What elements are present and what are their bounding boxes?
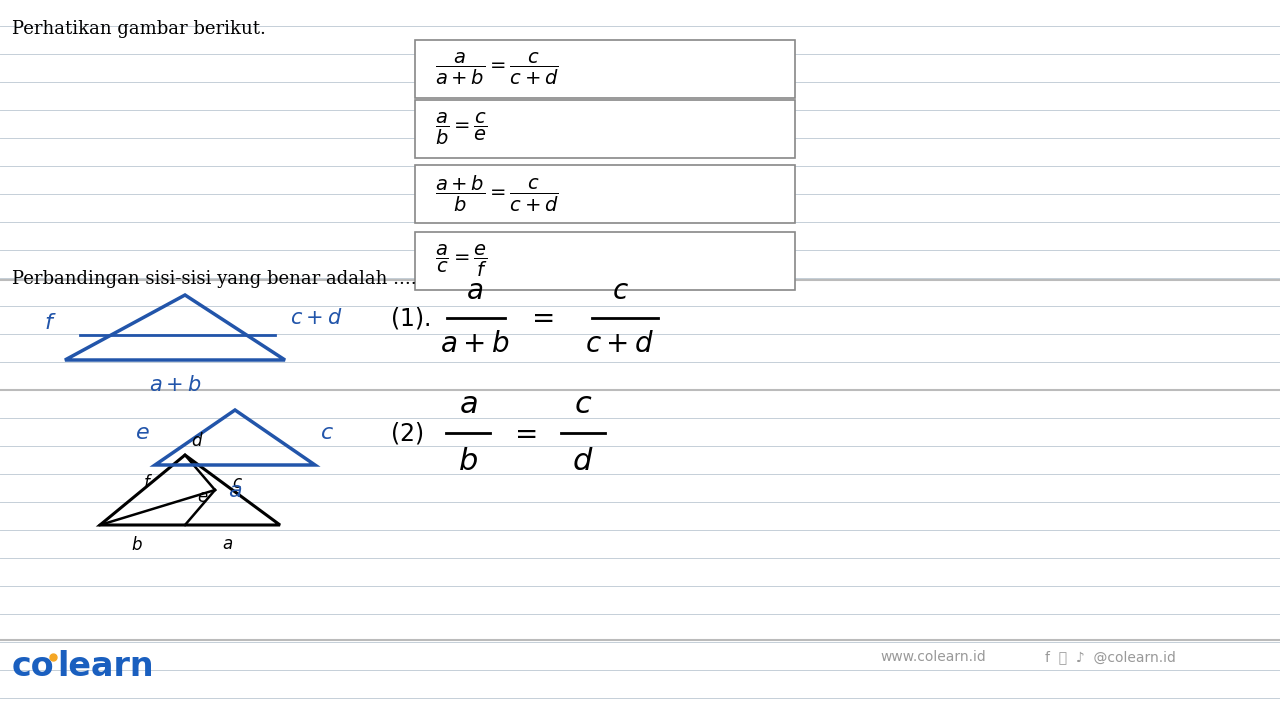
Text: $b$: $b$ xyxy=(458,446,477,477)
Text: $=$: $=$ xyxy=(526,305,554,331)
Text: $e$: $e$ xyxy=(197,490,209,506)
Text: $f$: $f$ xyxy=(143,474,154,492)
Text: $e$: $e$ xyxy=(136,422,150,444)
Text: $c$: $c$ xyxy=(612,278,628,305)
Text: f  ⓞ  ♪  @colearn.id: f ⓞ ♪ @colearn.id xyxy=(1044,650,1176,664)
Text: $c$: $c$ xyxy=(320,422,334,444)
Text: $b$: $b$ xyxy=(131,536,143,554)
Text: $(2)$: $(2)$ xyxy=(390,420,424,446)
Text: $d$: $d$ xyxy=(191,432,204,450)
Bar xyxy=(415,40,795,98)
Text: $d$: $d$ xyxy=(572,446,594,477)
Bar xyxy=(415,165,795,223)
Text: $\dfrac{a}{a+b} = \dfrac{c}{c+d}$: $\dfrac{a}{a+b} = \dfrac{c}{c+d}$ xyxy=(435,51,559,87)
Text: learn: learn xyxy=(58,650,154,683)
Text: $a$: $a$ xyxy=(223,536,233,553)
Text: $a$: $a$ xyxy=(228,480,242,502)
Text: $c+d$: $c+d$ xyxy=(585,331,654,358)
Text: $a$: $a$ xyxy=(458,389,477,420)
Text: co: co xyxy=(12,650,55,683)
Bar xyxy=(415,232,795,290)
Text: $a$: $a$ xyxy=(466,278,484,305)
Text: $\dfrac{a}{b} = \dfrac{c}{e}$: $\dfrac{a}{b} = \dfrac{c}{e}$ xyxy=(435,111,488,147)
Text: $=$: $=$ xyxy=(509,420,536,446)
Text: Perhatikan gambar berikut.: Perhatikan gambar berikut. xyxy=(12,20,266,38)
Text: $f$: $f$ xyxy=(45,312,58,334)
Bar xyxy=(415,100,795,158)
Text: Perbandingan sisi-sisi yang benar adalah ....: Perbandingan sisi-sisi yang benar adalah… xyxy=(12,270,416,288)
Text: www.colearn.id: www.colearn.id xyxy=(881,650,986,664)
Text: $a+b$: $a+b$ xyxy=(148,375,201,395)
Text: $a+b$: $a+b$ xyxy=(440,331,509,358)
Text: $c$: $c$ xyxy=(573,389,593,420)
Text: $c+d$: $c+d$ xyxy=(291,308,343,328)
Text: $\dfrac{a}{c} = \dfrac{e}{f}$: $\dfrac{a}{c} = \dfrac{e}{f}$ xyxy=(435,243,488,279)
Text: $\dfrac{a+b}{b} = \dfrac{c}{c+d}$: $\dfrac{a+b}{b} = \dfrac{c}{c+d}$ xyxy=(435,174,559,214)
Text: $c$: $c$ xyxy=(232,474,243,492)
Text: $(1).$: $(1).$ xyxy=(390,305,430,331)
